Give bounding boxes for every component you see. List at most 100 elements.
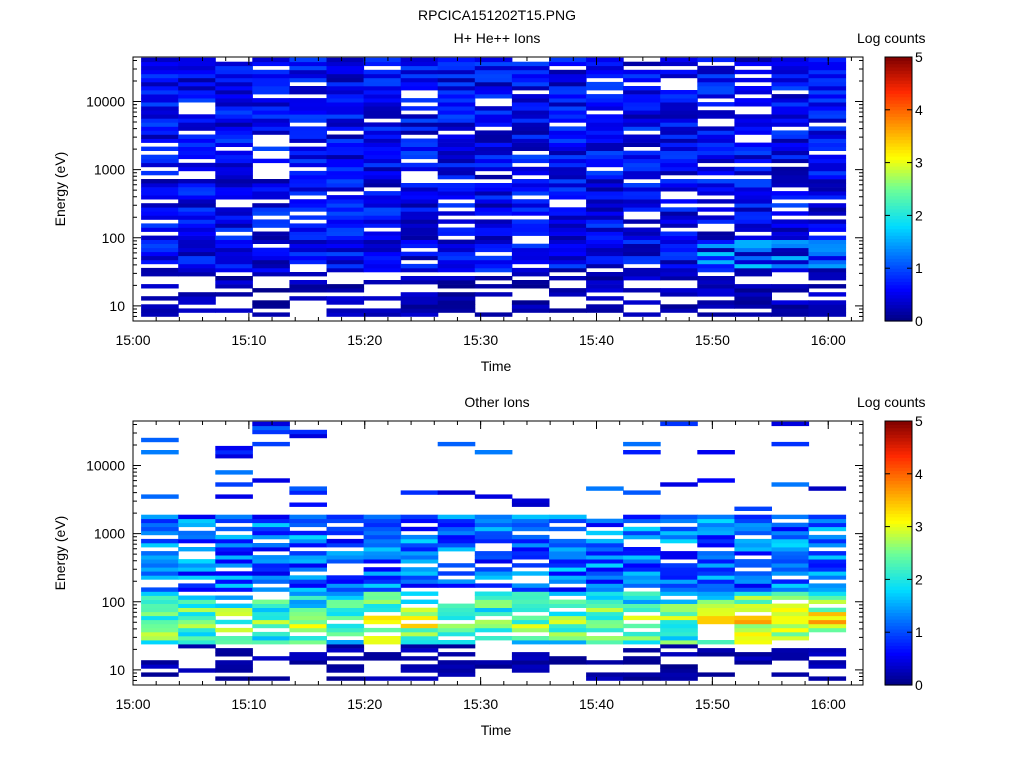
spectrogram-cell: [697, 146, 735, 151]
spectrogram-cell: [586, 138, 624, 143]
spectrogram-cell: [808, 102, 847, 107]
spectrogram-cell: [586, 215, 624, 220]
spectrogram-cell: [215, 106, 253, 111]
spectrogram-cell: [511, 603, 550, 608]
spectrogram-cell: [660, 292, 698, 297]
spectrogram-cell: [215, 668, 253, 673]
spectrogram-cell: [771, 174, 810, 180]
spectrogram-cell: [178, 126, 216, 131]
spectrogram-cell: [363, 247, 402, 253]
panel-2-x-label: Time: [480, 722, 512, 738]
colorbar-tick-label: 4: [915, 466, 923, 482]
spectrogram-cell: [141, 538, 179, 544]
spectrogram-cell: [808, 292, 847, 297]
spectrogram-cell: [474, 660, 513, 665]
spectrogram-cell: [586, 518, 624, 524]
spectrogram-cell: [511, 158, 550, 164]
spectrogram-cell: [363, 267, 402, 273]
spectrogram-cell: [215, 284, 253, 289]
spectrogram-cell: [178, 611, 216, 617]
spectrogram-cell: [623, 102, 661, 107]
spectrogram-cell: [808, 575, 847, 580]
plot-frame: [132, 420, 864, 686]
spectrogram-cell: [289, 118, 327, 123]
spectrogram-cell: [400, 267, 439, 273]
spectrogram-cell: [252, 86, 290, 91]
colorbar-segment: [885, 490, 912, 495]
colorbar-segment: [885, 152, 912, 157]
spectrogram-cell: [363, 603, 402, 608]
spectrogram-cell: [437, 170, 476, 176]
spectrogram-cell: [326, 648, 365, 653]
spectrogram-cell: [549, 207, 587, 212]
spectrogram-cell: [363, 106, 402, 111]
spectrogram-cell: [771, 154, 810, 160]
spectrogram-cell: [697, 591, 735, 596]
spectrogram-cell: [511, 664, 550, 669]
spectrogram-cell: [215, 251, 253, 257]
spectrogram-cell: [326, 300, 365, 305]
spectrogram-cell: [474, 575, 513, 580]
spectrogram-cell: [549, 126, 587, 131]
x-tick-label: 16:00: [811, 332, 846, 348]
spectrogram-cell: [771, 110, 810, 115]
spectrogram-cell: [549, 559, 587, 564]
spectrogram-cell: [623, 640, 661, 645]
x-tick-label: 15:00: [115, 332, 150, 348]
x-tick-label: 16:00: [811, 696, 846, 712]
spectrogram-cell: [511, 203, 550, 208]
spectrogram-cell: [215, 211, 253, 216]
spectrogram-cell: [363, 90, 402, 95]
spectrogram-cell: [437, 243, 476, 249]
spectrogram-cell: [252, 575, 290, 580]
spectrogram-cell: [141, 130, 179, 135]
spectrogram-cell: [623, 150, 661, 156]
spectrogram-cell: [400, 583, 439, 588]
spectrogram-cell: [511, 255, 550, 261]
spectrogram-cell: [623, 490, 661, 495]
spectrogram-cell: [586, 243, 624, 249]
spectrogram-cell: [808, 69, 847, 75]
spectrogram-cell: [289, 223, 327, 228]
spectrogram-cell: [474, 146, 513, 151]
spectrogram-cell: [660, 551, 698, 556]
spectrogram-cell: [808, 611, 847, 617]
spectrogram-cell: [437, 69, 476, 75]
colorbar-segment: [885, 142, 912, 147]
spectrogram-cell: [623, 676, 661, 681]
spectrogram-cell: [808, 191, 847, 196]
spectrogram-cell: [586, 142, 624, 147]
spectrogram-cell: [660, 563, 698, 568]
spectrogram-cell: [141, 134, 179, 139]
spectrogram-cell: [623, 575, 661, 580]
spectrogram-cell: [252, 676, 290, 681]
spectrogram-cell: [549, 150, 587, 156]
spectrogram-cell: [215, 482, 253, 487]
spectrogram-cell: [771, 195, 810, 200]
spectrogram-cell: [326, 73, 365, 79]
spectrogram-cell: [252, 631, 290, 637]
spectrogram-cell: [437, 90, 476, 95]
spectrogram-cell: [363, 251, 402, 257]
spectrogram-cell: [178, 255, 216, 261]
spectrogram-cell: [289, 207, 327, 212]
spectrogram-cell: [252, 514, 290, 520]
spectrogram-cell: [363, 102, 402, 107]
spectrogram-cell: [252, 110, 290, 115]
spectrogram-cell: [549, 90, 587, 95]
spectrogram-cell: [511, 110, 550, 115]
spectrogram-cell: [289, 591, 327, 596]
spectrogram-cell: [474, 255, 513, 261]
spectrogram-cell: [141, 664, 179, 669]
spectrogram-cell: [511, 61, 550, 67]
spectrogram-cell: [771, 603, 810, 608]
spectrogram-cell: [808, 627, 847, 633]
spectrogram-cell: [586, 207, 624, 212]
spectrogram-cell: [549, 130, 587, 135]
spectrogram-cell: [178, 644, 216, 649]
spectrogram-cell: [437, 138, 476, 143]
colorbar-segment: [885, 523, 912, 528]
spectrogram-cell: [697, 259, 735, 265]
spectrogram-cell: [437, 623, 476, 629]
spectrogram-cell: [215, 538, 253, 544]
